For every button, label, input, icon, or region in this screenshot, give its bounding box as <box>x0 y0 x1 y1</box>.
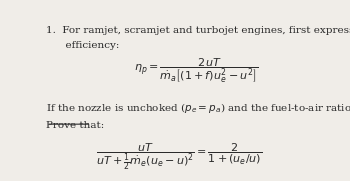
Text: 1.  For ramjet, scramjet and turbojet engines, first expression for propulsive: 1. For ramjet, scramjet and turbojet eng… <box>47 26 350 35</box>
Text: $\eta_p = \dfrac{2uT}{\dot{m}_a\left[(1+f)u_e^2 - u^2\right]}$: $\eta_p = \dfrac{2uT}{\dot{m}_a\left[(1+… <box>133 56 258 85</box>
Text: If the nozzle is unchoked ($p_e= p_a$) and the fuel-to-air ratio ($f$) is neglig: If the nozzle is unchoked ($p_e= p_a$) a… <box>47 101 350 115</box>
Text: Prove that:: Prove that: <box>47 121 105 130</box>
Text: efficiency:: efficiency: <box>47 41 120 50</box>
Text: $\dfrac{uT}{uT + \frac{1}{2}\dot{m}_e(u_e - u)^2} = \dfrac{2}{1 + (u_e/u)}$: $\dfrac{uT}{uT + \frac{1}{2}\dot{m}_e(u_… <box>96 142 262 172</box>
